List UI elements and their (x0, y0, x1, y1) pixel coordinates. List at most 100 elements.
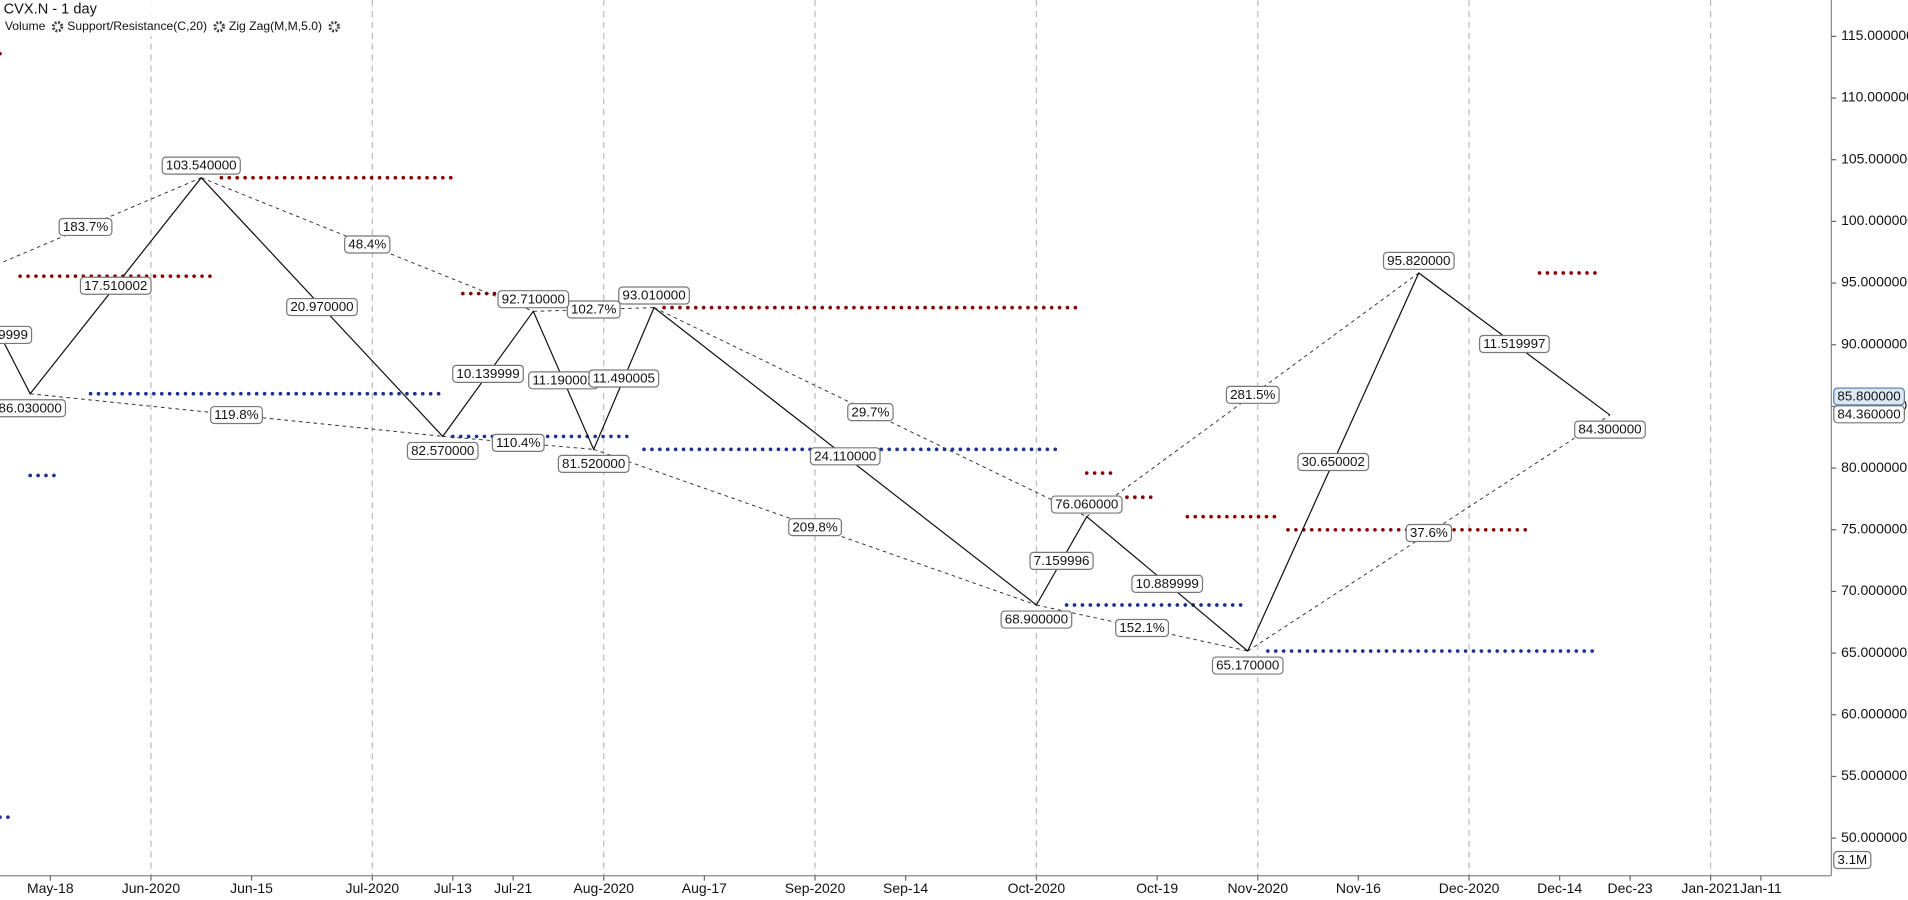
ratio-label: 37.6% (1410, 525, 1448, 540)
y-tick-label: 110.000000 (1841, 89, 1908, 105)
pivot-label: 92.710000 (502, 291, 565, 306)
y-tick-label: 115.000000 (1841, 27, 1908, 43)
y-tick-label: 55.000000 (1841, 767, 1907, 783)
settings-icon[interactable] (213, 20, 225, 33)
change-label-box: 24.110000 (809, 447, 881, 466)
change-label: 11.190002 (532, 372, 594, 387)
pivot-label-box: 95.820000 (1382, 251, 1455, 270)
price-tag-frame (1833, 387, 1905, 406)
ratio-label-frame (210, 405, 263, 425)
indicator-name[interactable]: Volume (5, 19, 46, 33)
x-tick-label: Nov-16 (1336, 880, 1381, 896)
pivot-label: 82.570000 (411, 443, 474, 458)
ratio-label-box: 209.8% (788, 518, 842, 537)
change-label-box: 9.529999 (0, 325, 33, 345)
pivot-label-box: 82.570000 (406, 441, 479, 461)
pivot-label: 84.300000 (1578, 422, 1641, 437)
ratio-label-frame (1225, 385, 1280, 404)
pivot-label-frame (1382, 251, 1455, 270)
x-tick-label: Jan-11 (1740, 880, 1782, 896)
change-label-box: 11.490005 (588, 369, 660, 388)
x-tick-label: Jun-15 (230, 880, 273, 896)
settings-icon[interactable] (51, 20, 64, 33)
pivot-label-box: 92.710000 (497, 290, 570, 309)
change-label-frame (1029, 551, 1094, 570)
pivot-label-frame (1000, 610, 1073, 629)
plot-area: 183.7% 119.8% 48.4% 110.4% 102.7% 209.8% 29.7%… (0, 0, 1712, 876)
x-tick-label: Aug-17 (682, 880, 727, 896)
ratio-label: 110.4% (496, 435, 541, 450)
x-tick-label: Jun-2020 (122, 880, 181, 896)
ratio-label-frame (847, 403, 894, 422)
change-label: 7.159996 (1034, 553, 1090, 568)
change-label: 11.490005 (593, 371, 655, 386)
change-label: 20.970000 (290, 299, 353, 314)
ratio-label: 209.8% (792, 519, 838, 534)
price-tag: 85.800000 (1837, 389, 1900, 404)
pivot-label-box: 93.010000 (618, 286, 690, 305)
pivot-label-frame (161, 156, 241, 175)
pivot-label-box: 103.540000 (161, 156, 241, 175)
pivot-label: 95.820000 (1387, 253, 1450, 268)
volume-tag-frame (1833, 850, 1872, 870)
pivot-label: 93.010000 (622, 288, 685, 303)
x-tick-label: Jan-2021 (1681, 880, 1740, 896)
pivot-label-frame (1574, 420, 1646, 439)
change-label-frame (1478, 334, 1550, 354)
ratio-label: 29.7% (851, 404, 889, 419)
change-label-frame (1297, 452, 1370, 472)
indicator-name[interactable]: Support/Resistance(C,20) (67, 19, 207, 33)
pivot-label: 65.170000 (1216, 658, 1279, 673)
y-tick-label: 60.000000 (1841, 705, 1907, 721)
x-tick-label: Jul-2020 (345, 880, 399, 896)
change-label: 17.510002 (84, 278, 147, 293)
change-label-box: 10.139999 (452, 364, 524, 383)
ratio-label-box: 102.7% (566, 300, 621, 319)
change-label: 11.519997 (1483, 336, 1545, 351)
price-tag-box: 85.800000 (1833, 387, 1905, 406)
ratio-label: 48.4% (348, 237, 386, 252)
settings-icon[interactable] (328, 20, 341, 33)
x-tick-label: Oct-19 (1136, 880, 1178, 896)
change-label-frame (809, 447, 881, 466)
y-tick-label: 95.000000 (1841, 274, 1907, 290)
y-tick-label: 50.000000 (1841, 829, 1907, 845)
change-label-frame (588, 369, 660, 388)
y-tick-label: 75.000000 (1841, 520, 1907, 536)
pivot-label-frame (618, 286, 690, 305)
change-label-box: 7.159996 (1029, 551, 1094, 570)
change-label: 24.110000 (814, 448, 876, 463)
pivot-label-box: 86.030000 (0, 399, 67, 418)
price-tag-box: 84.360000 (1833, 405, 1905, 424)
pivot-label-box: 84.300000 (1574, 420, 1646, 439)
x-tick-label: Jul-13 (434, 880, 472, 896)
ratio-label-frame (1405, 523, 1453, 543)
ratio-line (1247, 414, 1611, 652)
y-tick-label: 65.000000 (1841, 644, 1907, 660)
axes: 50.000000 55.000000 60.000000 65.000000 70.0… (27, 27, 1908, 896)
ratio-label-box: 29.7% (847, 403, 894, 422)
y-tick-label: 80.000000 (1841, 459, 1907, 475)
change-label-frame (452, 364, 524, 383)
pivot-label-box: 65.170000 (1211, 656, 1284, 675)
y-tick-label: 70.000000 (1841, 582, 1907, 598)
change-label: 9.529999 (0, 327, 28, 342)
change-label: 30.650002 (1302, 454, 1365, 469)
y-tick-label: 105.000000 (1841, 150, 1908, 166)
pivot-label-frame (497, 290, 570, 309)
price-tag-frame (1833, 405, 1905, 424)
indicator-name[interactable]: Zig Zag(M,M,5.0) (229, 19, 322, 33)
pivot-label: 76.060000 (1055, 497, 1118, 512)
header-backdrop (0, 0, 329, 37)
y-tick-label: 100.000000 (1841, 212, 1908, 228)
change-label-box: 11.519997 (1478, 334, 1550, 354)
change-label-box: 20.970000 (286, 297, 358, 317)
ratio-label-frame (788, 518, 842, 537)
ratio-label-box: 48.4% (344, 235, 391, 254)
x-tick-label: Jul-21 (494, 880, 532, 896)
ratio-label: 183.7% (63, 219, 109, 234)
change-label-frame (286, 297, 358, 317)
volume-tag-box: 3.1M (1833, 850, 1872, 870)
pivot-label-frame (0, 399, 67, 418)
